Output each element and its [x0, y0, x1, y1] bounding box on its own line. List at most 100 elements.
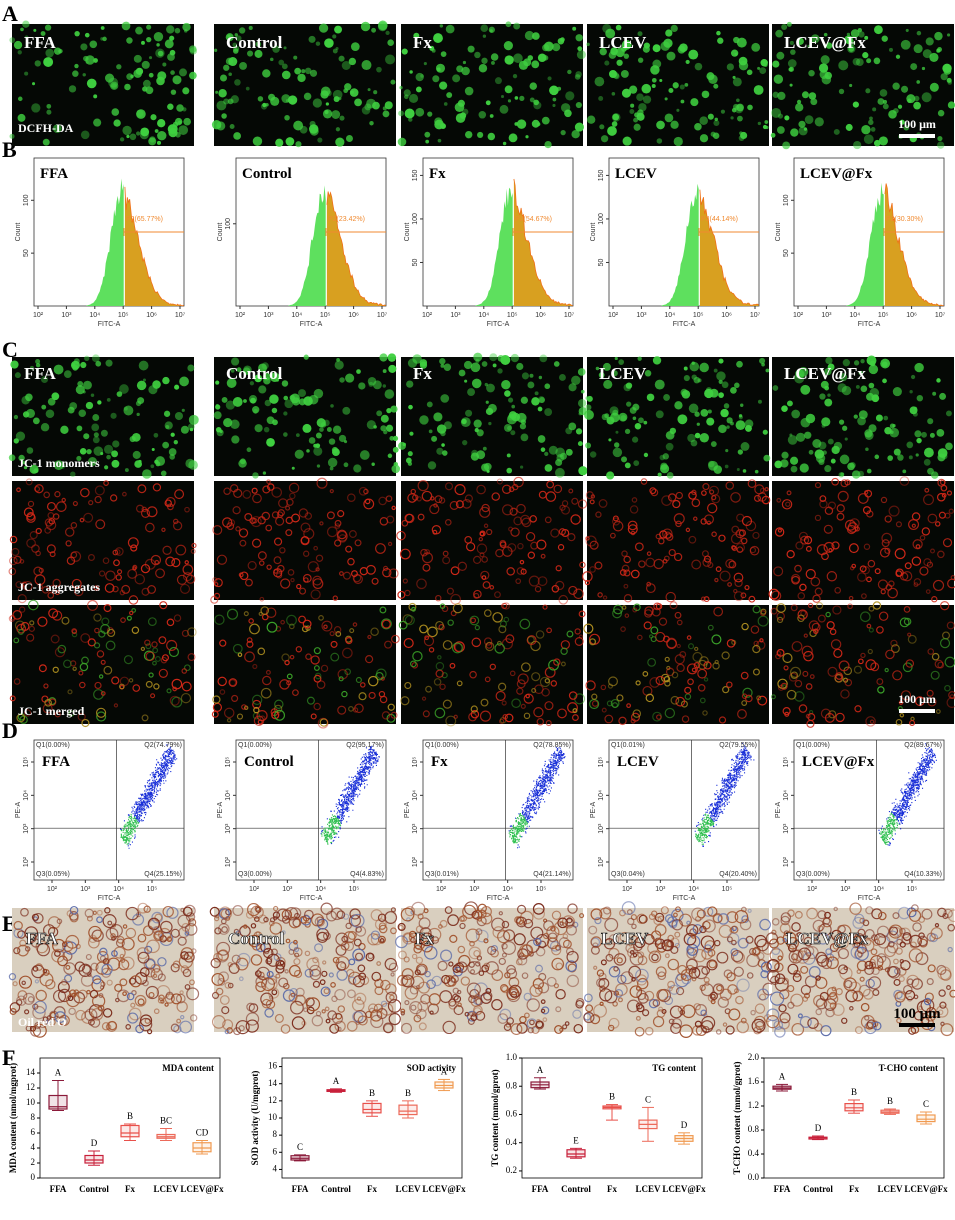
cell	[667, 958, 680, 971]
cell	[419, 927, 432, 940]
cell	[339, 115, 345, 121]
cell	[867, 559, 876, 568]
x-tick-label: LCEV@Fx	[422, 1184, 466, 1194]
x-tick-label: 10⁴	[873, 886, 884, 893]
cell	[709, 388, 719, 398]
cell	[850, 29, 860, 38]
cell	[95, 707, 107, 718]
cell	[432, 529, 438, 535]
cell	[940, 484, 948, 492]
cell	[832, 941, 841, 950]
cell	[172, 521, 183, 531]
cell	[652, 44, 661, 53]
cell	[725, 1025, 735, 1035]
cell	[723, 969, 733, 979]
cell	[499, 1008, 512, 1021]
cell	[741, 622, 749, 631]
cell	[180, 951, 189, 960]
cells	[8, 354, 199, 479]
cell	[608, 69, 618, 79]
cell	[9, 133, 15, 139]
cell	[687, 433, 696, 443]
cell	[51, 392, 60, 401]
cell	[655, 410, 664, 419]
cell	[789, 433, 793, 437]
cell	[544, 408, 553, 416]
cell	[664, 97, 668, 101]
cell	[48, 608, 59, 619]
cell	[918, 916, 926, 923]
cell	[229, 124, 235, 129]
cell	[438, 624, 445, 631]
cell	[812, 934, 820, 941]
cell	[46, 109, 52, 115]
cell	[491, 60, 495, 65]
cell	[138, 459, 142, 464]
cell	[271, 511, 280, 519]
cell	[794, 564, 802, 573]
cell	[183, 951, 195, 963]
cell	[899, 476, 910, 486]
cell	[416, 578, 427, 590]
gate-label: P2(23.42%)	[328, 216, 365, 223]
x-tick-label: 10⁴	[502, 886, 513, 893]
cell	[72, 364, 79, 371]
y-tick-label: 2.0	[748, 1052, 760, 1062]
cell	[800, 384, 811, 395]
y-tick-label: 4	[31, 1142, 36, 1152]
cell	[12, 610, 23, 620]
cell	[487, 403, 497, 413]
cell	[776, 497, 782, 503]
cell	[268, 995, 274, 1000]
cell	[930, 548, 935, 554]
cell	[900, 690, 912, 701]
cell	[475, 358, 480, 363]
cell	[806, 907, 818, 920]
cell	[435, 669, 444, 678]
cell	[382, 567, 392, 578]
cell	[486, 528, 493, 536]
cell	[912, 922, 922, 932]
cell	[303, 396, 313, 406]
cell	[532, 903, 545, 915]
cell	[283, 982, 290, 990]
cell	[669, 937, 680, 948]
cell	[941, 453, 948, 460]
micrograph	[401, 357, 583, 476]
cell	[474, 624, 480, 631]
cell	[608, 438, 612, 442]
cell	[408, 117, 413, 122]
cell	[693, 662, 701, 669]
cell	[92, 975, 102, 985]
cell	[921, 66, 926, 71]
cell	[231, 694, 239, 702]
cell	[265, 669, 271, 675]
cell	[293, 55, 298, 60]
cell	[781, 977, 790, 985]
cell	[819, 991, 829, 1001]
cell	[650, 930, 662, 941]
cell	[161, 527, 166, 533]
cell	[298, 615, 306, 624]
cell	[546, 627, 552, 634]
plot-frame	[521, 1057, 703, 1179]
cell	[180, 425, 189, 434]
cell	[853, 665, 863, 674]
cell	[96, 711, 107, 722]
cell	[374, 986, 384, 996]
cell	[513, 53, 523, 64]
cell	[313, 446, 323, 456]
cell	[506, 467, 513, 474]
cell	[330, 907, 344, 921]
x-tick-label: 10⁶	[348, 312, 359, 319]
cell	[90, 1008, 104, 1021]
cell	[440, 51, 447, 57]
cell	[478, 64, 488, 73]
cell	[18, 454, 25, 462]
cells	[770, 600, 955, 728]
cell	[480, 698, 489, 707]
cell	[9, 556, 18, 566]
box	[120, 1124, 140, 1138]
cell	[911, 556, 922, 566]
cell	[411, 953, 418, 960]
